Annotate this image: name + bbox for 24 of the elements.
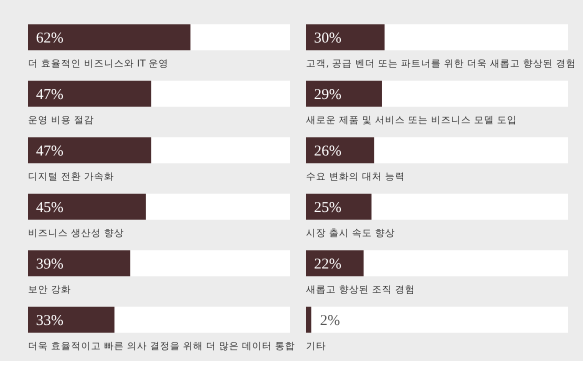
category-label: 고객, 공급 벤더 또는 파트너를 위한 더욱 새롭고 향상된 경험	[306, 58, 576, 70]
data-label: 2%	[320, 312, 340, 329]
data-label: 62%	[36, 30, 64, 46]
category-label: 더 효율적인 비즈니스와 IT 운영	[28, 58, 169, 70]
category-label: 디지털 전환 가속화	[28, 171, 114, 182]
category-label: 시장 출시 속도 향상	[306, 228, 396, 239]
data-label: 47%	[36, 143, 64, 160]
category-label: 보안 강화	[28, 284, 72, 296]
data-label: 26%	[314, 143, 342, 160]
data-label: 39%	[36, 256, 64, 272]
data-label: 29%	[314, 86, 342, 103]
data-label: 22%	[314, 256, 342, 272]
data-label: 33%	[36, 312, 64, 329]
category-label: 비즈니스 생산성 향상	[28, 228, 124, 239]
category-label: 더욱 효율적이고 빠른 의사 결정을 위해 더 많은 데이터 통합	[28, 340, 296, 352]
category-label: 새로운 제품 및 서비스 또는 비즈니스 모델 도입	[306, 114, 518, 126]
data-label: 25%	[314, 200, 342, 216]
data-label: 47%	[36, 86, 64, 103]
data-label: 30%	[314, 30, 342, 46]
category-label: 기타	[306, 340, 326, 352]
category-label: 수요 변화의 대처 능력	[306, 171, 406, 182]
category-label: 운영 비용 절감	[28, 114, 94, 126]
data-label: 45%	[36, 200, 64, 216]
category-label: 새롭고 향상된 조직 경험	[306, 284, 416, 296]
